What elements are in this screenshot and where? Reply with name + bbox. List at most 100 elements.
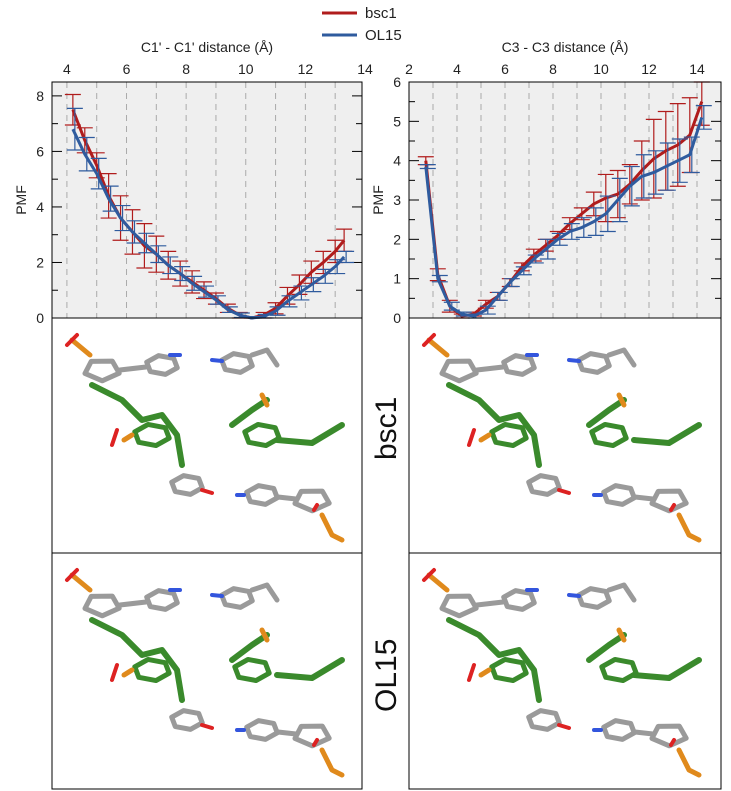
bond: [200, 488, 214, 495]
y-tick-label: 2: [393, 231, 401, 247]
bond: [210, 358, 224, 363]
x-tick-label: 8: [182, 61, 190, 77]
bond: [601, 483, 637, 507]
bond: [121, 432, 135, 443]
bond: [274, 657, 345, 681]
bond: [200, 723, 214, 730]
bond: [586, 397, 627, 428]
bond: [474, 599, 506, 608]
bond: [606, 582, 637, 603]
y-tick-label: 4: [36, 199, 44, 215]
legend-label-bsc1: bsc1: [365, 5, 397, 22]
bond: [557, 488, 571, 495]
bond: [65, 333, 79, 347]
series-line: [71, 128, 346, 320]
molecule-structures: [65, 333, 702, 778]
bond: [631, 422, 702, 446]
bond: [669, 503, 676, 512]
bond: [210, 593, 224, 598]
x-axis-title: C1' - C1' distance (Å): [141, 39, 273, 55]
bond: [89, 382, 185, 468]
x-tick-label: 6: [501, 61, 509, 77]
bond: [557, 723, 571, 730]
bond: [489, 421, 529, 449]
bond: [144, 353, 180, 377]
row-label-bsc1: bsc1: [370, 397, 403, 460]
y-tick-label: 6: [36, 143, 44, 159]
bond: [242, 421, 282, 449]
bond: [259, 392, 270, 408]
bond: [489, 656, 529, 684]
x-tick-label: 14: [357, 61, 373, 77]
y-tick-label: 3: [393, 192, 401, 208]
bond: [169, 708, 205, 732]
series-ol15: [419, 104, 712, 319]
x-tick-label: 8: [549, 61, 557, 77]
bond: [169, 473, 205, 497]
panel-c1-ol15: [51, 552, 363, 790]
y-tick-label: 6: [393, 74, 401, 90]
x-tick-label: 4: [63, 61, 71, 77]
bond: [474, 364, 506, 373]
bond: [132, 656, 172, 684]
bond: [244, 718, 280, 742]
plot-area: [409, 82, 721, 318]
bond: [229, 632, 270, 663]
y-tick-label: 0: [393, 310, 401, 326]
y-axis-title: PMF: [13, 185, 29, 215]
panel-c3-bsc1: [408, 317, 722, 554]
x-tick-label: 4: [453, 61, 461, 77]
bond: [501, 353, 537, 377]
bond: [232, 656, 272, 684]
bond: [69, 572, 93, 593]
x-tick-label: 12: [641, 61, 657, 77]
bond: [319, 512, 345, 543]
bond: [65, 568, 79, 582]
y-tick-label: 2: [36, 254, 44, 270]
bond: [567, 593, 581, 598]
bond: [478, 432, 492, 443]
panel-c3-ol15: [408, 552, 722, 790]
legend-label-ol15: OL15: [365, 27, 402, 44]
y-tick-label: 1: [393, 271, 401, 287]
x-axis-title: C3 - C3 distance (Å): [502, 39, 629, 55]
bond: [259, 627, 270, 643]
bond: [439, 358, 479, 384]
bond: [422, 333, 436, 347]
y-tick-label: 0: [36, 310, 44, 326]
bond: [439, 593, 479, 619]
bond: [567, 358, 581, 363]
series-line: [424, 116, 704, 318]
bond: [292, 723, 332, 749]
y-tick-label: 8: [36, 88, 44, 104]
y-axis-title: PMF: [370, 185, 386, 215]
bond: [446, 617, 542, 703]
y-tick-label: 4: [393, 153, 401, 169]
bond: [576, 351, 612, 375]
y-tick-label: 5: [393, 113, 401, 129]
bond: [312, 503, 319, 512]
bond: [676, 747, 702, 778]
bond: [249, 347, 280, 368]
bond: [110, 663, 119, 682]
bond: [526, 473, 562, 497]
bond: [576, 586, 612, 610]
bond: [649, 488, 689, 514]
bond: [69, 337, 93, 358]
bond: [467, 663, 476, 682]
bond: [478, 667, 492, 678]
x-tick-label: 2: [405, 61, 413, 77]
bond: [292, 488, 332, 514]
bond: [467, 428, 476, 447]
x-tick-label: 10: [593, 61, 609, 77]
bond: [599, 656, 639, 684]
bond: [274, 422, 345, 446]
bond: [631, 657, 702, 681]
x-tick-label: 12: [298, 61, 314, 77]
bond: [426, 337, 450, 358]
bond: [132, 421, 172, 449]
bond: [601, 718, 637, 742]
bond: [275, 494, 299, 502]
